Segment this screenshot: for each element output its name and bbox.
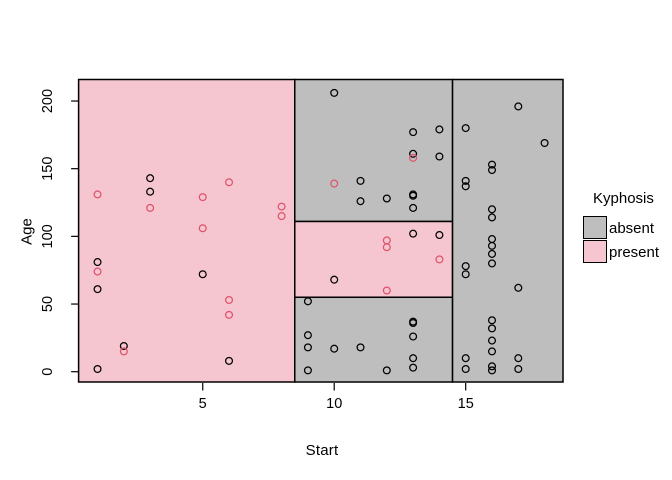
data-point-absent xyxy=(540,138,549,148)
data-point-absent xyxy=(435,152,444,161)
y-axis-title: Age xyxy=(18,218,36,245)
y-tick-label: 150 xyxy=(40,157,56,181)
present-swatch-icon xyxy=(583,239,607,263)
data-point-present xyxy=(224,178,234,187)
data-point-absent xyxy=(409,229,418,238)
data-point-absent xyxy=(487,259,497,268)
data-point-absent xyxy=(514,354,523,363)
data-point-absent xyxy=(487,241,497,250)
x-tick-label: 10 xyxy=(326,396,342,412)
data-point-absent xyxy=(514,283,523,292)
data-point-present xyxy=(93,190,102,199)
data-point-absent xyxy=(198,270,207,279)
data-point-present xyxy=(119,347,128,356)
legend: Kyphosis absent present xyxy=(583,190,672,264)
y-tick-label: 200 xyxy=(40,89,56,113)
legend-entry-absent: absent xyxy=(583,215,672,240)
data-point-absent xyxy=(409,354,418,363)
y-tick-label: 50 xyxy=(40,296,56,312)
data-point-absent xyxy=(382,194,391,203)
x-tick-label: 15 xyxy=(458,396,474,412)
data-point-absent xyxy=(330,344,339,353)
data-point-absent xyxy=(93,285,102,294)
data-point-absent xyxy=(409,191,418,200)
data-point-present xyxy=(382,286,391,295)
data-point-absent xyxy=(356,197,365,206)
data-point-absent xyxy=(461,176,470,185)
data-point-absent xyxy=(487,249,497,258)
data-point-absent xyxy=(514,364,523,374)
data-point-absent xyxy=(487,347,497,356)
data-point-absent xyxy=(330,275,339,284)
data-point-absent xyxy=(303,366,312,375)
data-point-absent xyxy=(119,341,128,351)
data-point-absent xyxy=(303,297,312,306)
data-point-present xyxy=(224,310,234,319)
data-point-absent xyxy=(409,332,418,341)
legend-title: Kyphosis xyxy=(593,190,654,207)
data-point-present xyxy=(277,202,286,211)
data-point-absent xyxy=(409,149,418,158)
data-point-absent xyxy=(356,176,365,185)
x-axis-title: Start xyxy=(305,442,339,459)
data-point-present xyxy=(93,267,102,276)
data-point-absent xyxy=(487,213,497,222)
data-point-absent xyxy=(409,318,418,328)
legend-label-absent: absent xyxy=(609,219,655,237)
data-point-absent xyxy=(435,230,444,240)
data-point-absent xyxy=(487,324,497,333)
absent-swatch-icon xyxy=(583,215,607,239)
data-point-absent xyxy=(93,364,102,374)
legend-label-present: present xyxy=(609,243,660,261)
partition-region-absent xyxy=(294,296,454,383)
legend-entry-present: present xyxy=(583,239,672,264)
data-point-absent xyxy=(487,366,497,375)
data-point-absent xyxy=(146,174,155,183)
data-point-absent xyxy=(461,182,470,191)
data-point-present xyxy=(224,295,234,305)
data-point-present xyxy=(146,203,155,212)
data-point-absent xyxy=(487,316,497,325)
partition-region-present xyxy=(77,78,296,383)
partition-region-absent xyxy=(294,78,454,223)
partition-region-absent xyxy=(451,78,564,383)
data-point-absent xyxy=(487,336,497,345)
data-point-absent xyxy=(487,166,497,175)
data-point-present xyxy=(198,193,207,202)
data-point-present xyxy=(435,255,444,264)
data-point-absent xyxy=(409,128,418,137)
data-point-absent xyxy=(409,203,418,212)
data-point-absent xyxy=(461,270,470,279)
data-point-present xyxy=(409,153,418,162)
data-point-absent xyxy=(461,262,470,271)
data-point-absent xyxy=(514,102,523,111)
data-point-absent xyxy=(356,343,365,352)
partition-region-present xyxy=(294,220,454,299)
data-point-present xyxy=(277,212,286,221)
data-point-absent xyxy=(303,343,312,352)
y-tick-label: 0 xyxy=(40,368,56,376)
data-point-absent xyxy=(461,124,470,133)
data-point-absent xyxy=(487,362,497,371)
data-point-absent xyxy=(461,354,470,363)
data-point-absent xyxy=(224,356,234,365)
data-point-present xyxy=(198,224,207,233)
data-point-present xyxy=(382,243,391,252)
data-point-absent xyxy=(146,187,155,196)
data-point-absent xyxy=(303,331,312,340)
data-point-present xyxy=(330,179,339,188)
data-point-absent xyxy=(461,364,470,374)
data-point-absent xyxy=(93,258,102,267)
x-tick-label: 5 xyxy=(199,396,207,412)
data-point-absent xyxy=(409,363,418,372)
data-point-absent xyxy=(435,125,444,134)
y-tick-label: 100 xyxy=(40,224,56,248)
data-point-absent xyxy=(487,160,497,169)
data-point-absent xyxy=(487,205,497,214)
data-point-absent xyxy=(330,88,339,97)
data-point-absent xyxy=(382,366,391,375)
